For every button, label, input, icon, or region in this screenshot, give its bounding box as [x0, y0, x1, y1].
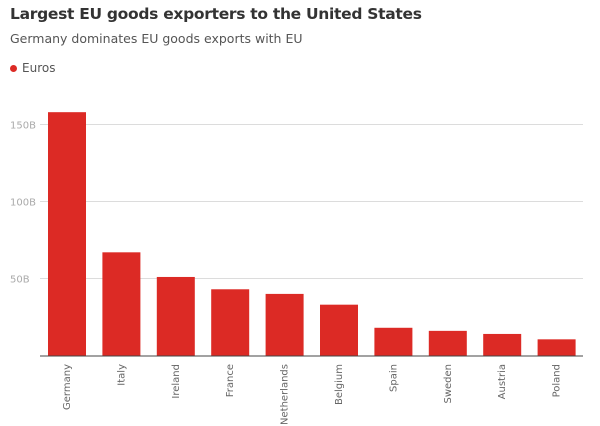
- x-tick-label: Ireland: [171, 364, 182, 399]
- legend-label: Euros: [22, 61, 56, 75]
- y-tick-label: 50B: [10, 275, 30, 286]
- y-tick-label: 100B: [10, 198, 36, 209]
- x-tick-label: Spain: [388, 364, 399, 392]
- x-tick-label: Netherlands: [280, 364, 291, 425]
- legend: Euros: [10, 61, 55, 75]
- bar-spain: [374, 327, 413, 356]
- x-tick-label: Italy: [116, 364, 127, 386]
- y-tick-label: 150B: [10, 121, 36, 132]
- bar-belgium: [320, 304, 358, 356]
- x-tick-label: Sweden: [443, 364, 454, 404]
- x-tick-label: Belgium: [334, 364, 345, 405]
- x-tick-label: Austria: [497, 364, 508, 399]
- bar-poland: [537, 339, 576, 356]
- chart-title: Largest EU goods exporters to the United…: [10, 5, 422, 23]
- bar-ireland: [156, 276, 195, 356]
- chart-subtitle: Germany dominates EU goods exports with …: [10, 31, 303, 46]
- bar-sweden: [428, 330, 467, 356]
- bar-italy: [102, 252, 141, 356]
- bar-germany: [48, 112, 86, 356]
- x-tick-label: France: [225, 364, 236, 397]
- legend-swatch: [10, 64, 17, 72]
- x-tick-label: Poland: [552, 364, 563, 397]
- bar-netherlands: [265, 293, 304, 356]
- bar-france: [211, 289, 250, 356]
- x-tick-label: Germany: [62, 364, 73, 410]
- bar-austria: [483, 333, 522, 356]
